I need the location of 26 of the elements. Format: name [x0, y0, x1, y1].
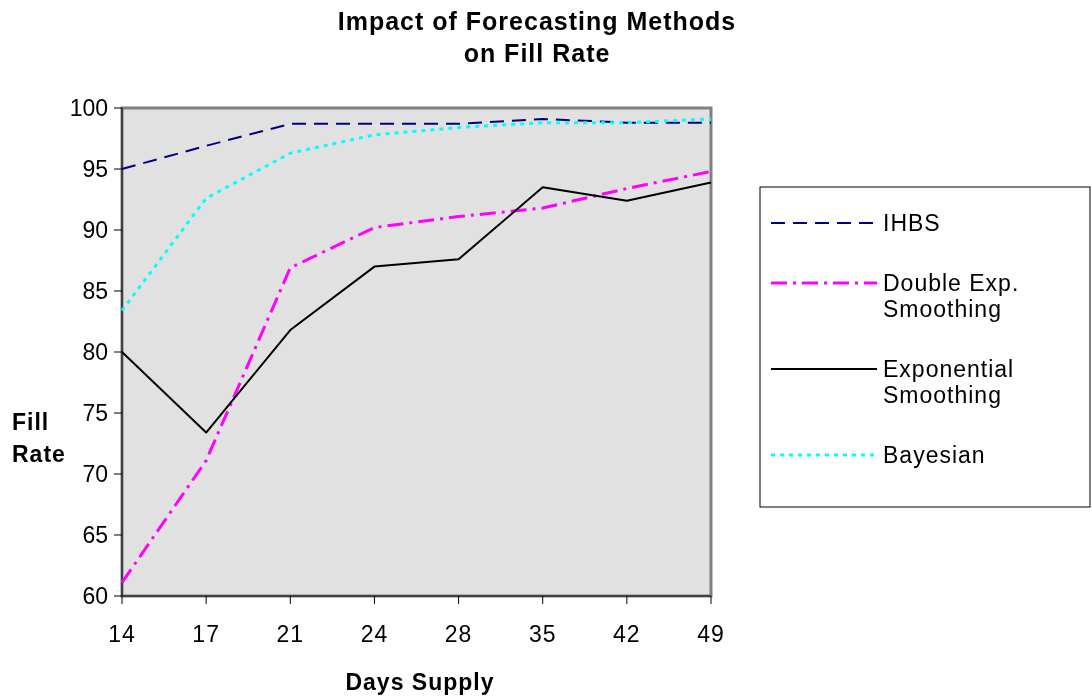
line-series [121, 117, 712, 170]
y-axis-title: Fill Rate [12, 409, 66, 467]
x-tick-label: 42 [613, 621, 641, 647]
x-tick-label: 28 [444, 621, 473, 647]
x-tick-label: 21 [276, 621, 305, 647]
x-tick-label: 49 [697, 621, 725, 647]
x-tick-label: 35 [528, 621, 557, 647]
legend-label: Bayesian [883, 442, 986, 468]
y-tick-label: 95 [82, 156, 108, 182]
x-tick-label: 17 [192, 621, 220, 647]
legend-label: Double Exp. Smoothing [883, 270, 1020, 322]
legend-label: Exponential Smoothing [883, 356, 1015, 408]
x-axis-title: Days Supply [345, 669, 495, 695]
legend-label: IHBS [883, 210, 941, 236]
line-series [120, 117, 713, 313]
y-tick-label: 85 [82, 278, 108, 304]
x-tick-label: 24 [360, 621, 389, 647]
y-tick-label: 75 [82, 400, 108, 426]
y-tick-label: 65 [82, 522, 108, 548]
y-tick-label: 80 [82, 339, 108, 365]
y-tick-label: 90 [82, 217, 108, 243]
y-tick-label: 60 [82, 583, 108, 609]
y-tick-label: 100 [69, 95, 108, 121]
y-tick-label: 70 [82, 461, 108, 487]
x-tick-label: 14 [108, 621, 136, 647]
chart-title: Impact of Forecasting Methods on Fill Rate [337, 7, 737, 67]
